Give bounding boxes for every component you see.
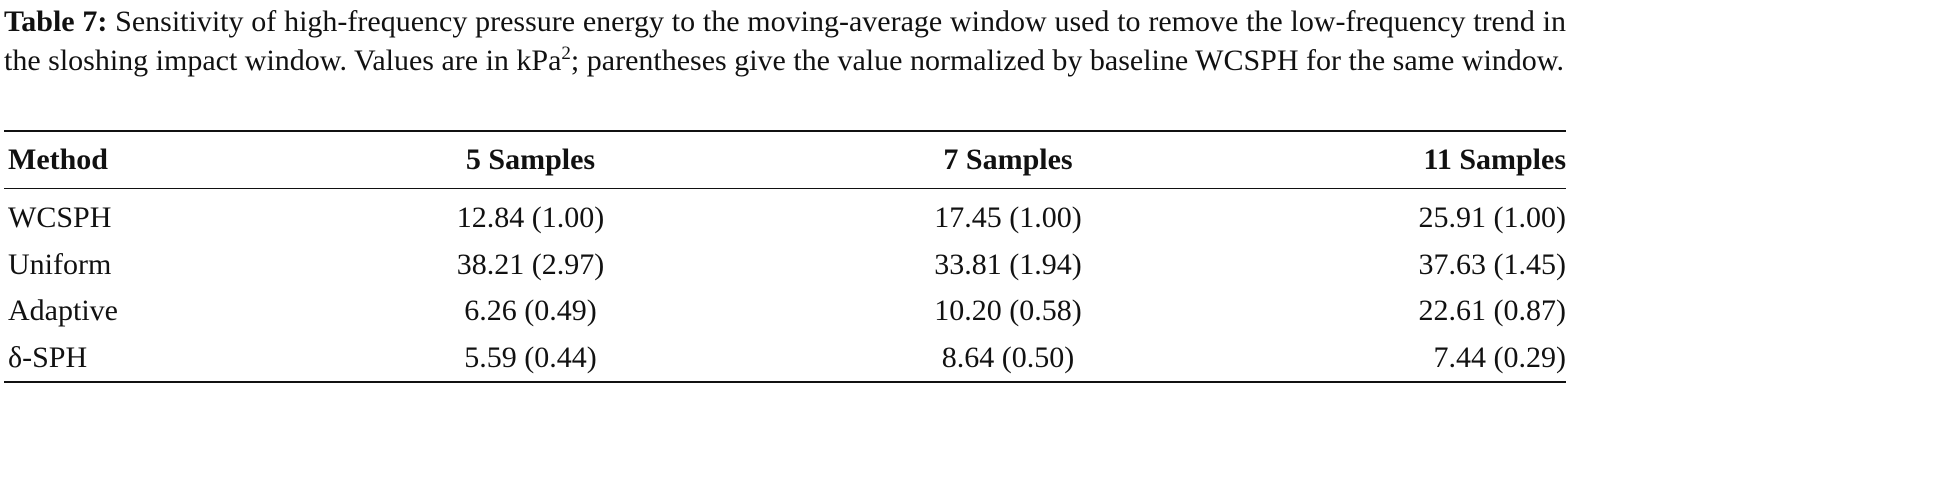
table-row: WCSPH 12.84 (1.00) 17.45 (1.00) 25.91 (1.00… xyxy=(4,189,1566,242)
document: Table 7: Sensitivity of high-frequency p… xyxy=(4,0,1566,382)
table-cell: WCSPH xyxy=(8,201,112,235)
header-cell: Method xyxy=(8,143,108,176)
table-cell: 25.91 (1.00) xyxy=(1418,201,1566,235)
caption-superscript: 2 xyxy=(561,43,571,64)
header-cell: 5 Samples xyxy=(465,143,596,176)
caption: Table 7: Sensitivity of high-frequency p… xyxy=(4,0,1566,80)
table: Method 5 Samples 7 Samples 11 Samples WCSPH… xyxy=(4,130,1566,383)
header-cell: 7 Samples xyxy=(943,143,1073,176)
header-row: Method 5 Samples 7 Samples 11 Samples xyxy=(4,131,1566,189)
table-cell: 22.61 (0.87) xyxy=(1418,294,1566,328)
table-header: Method 5 Samples 7 Samples 11 Samples xyxy=(4,131,1566,189)
table-cell: 12.84 (1.00) xyxy=(456,201,605,235)
table-cell: 7.44 (0.29) xyxy=(1433,340,1566,374)
table-row: Adaptive 6.26 (0.49) 10.20 (0.58) 22.61 (0.… xyxy=(4,288,1566,335)
table-cell: δ-SPH xyxy=(8,340,88,374)
table-cell: 6.26 (0.49) xyxy=(464,294,597,328)
table-row: δ-SPH 5.59 (0.44) 8.64 (0.50) 7.44 (0.29) xyxy=(4,335,1566,382)
header-cell: 11 Samples xyxy=(1423,143,1566,176)
table-cell: 5.59 (0.44) xyxy=(464,340,597,374)
table-cell: Uniform xyxy=(8,247,112,281)
caption-text: ; parentheses give the value normalized … xyxy=(570,44,1564,77)
table-row: Uniform 38.21 (2.97) 33.81 (1.94) 37.63 (1.… xyxy=(4,242,1566,289)
caption-label: Table 7: xyxy=(4,5,108,38)
table-body: WCSPH 12.84 (1.00) 17.45 (1.00) 25.91 (1.00… xyxy=(4,189,1566,382)
table-cell: 17.45 (1.00) xyxy=(934,201,1082,235)
table-cell: Adaptive xyxy=(8,294,118,328)
caption-text: Sensitivity of high-frequency pressure e… xyxy=(4,5,1566,77)
table-cell: 37.63 (1.45) xyxy=(1418,247,1566,281)
table-cell: 33.81 (1.94) xyxy=(934,247,1082,281)
table-cell: 38.21 (2.97) xyxy=(456,247,605,281)
table-cell: 10.20 (0.58) xyxy=(934,294,1082,328)
table-cell: 8.64 (0.50) xyxy=(941,340,1075,374)
